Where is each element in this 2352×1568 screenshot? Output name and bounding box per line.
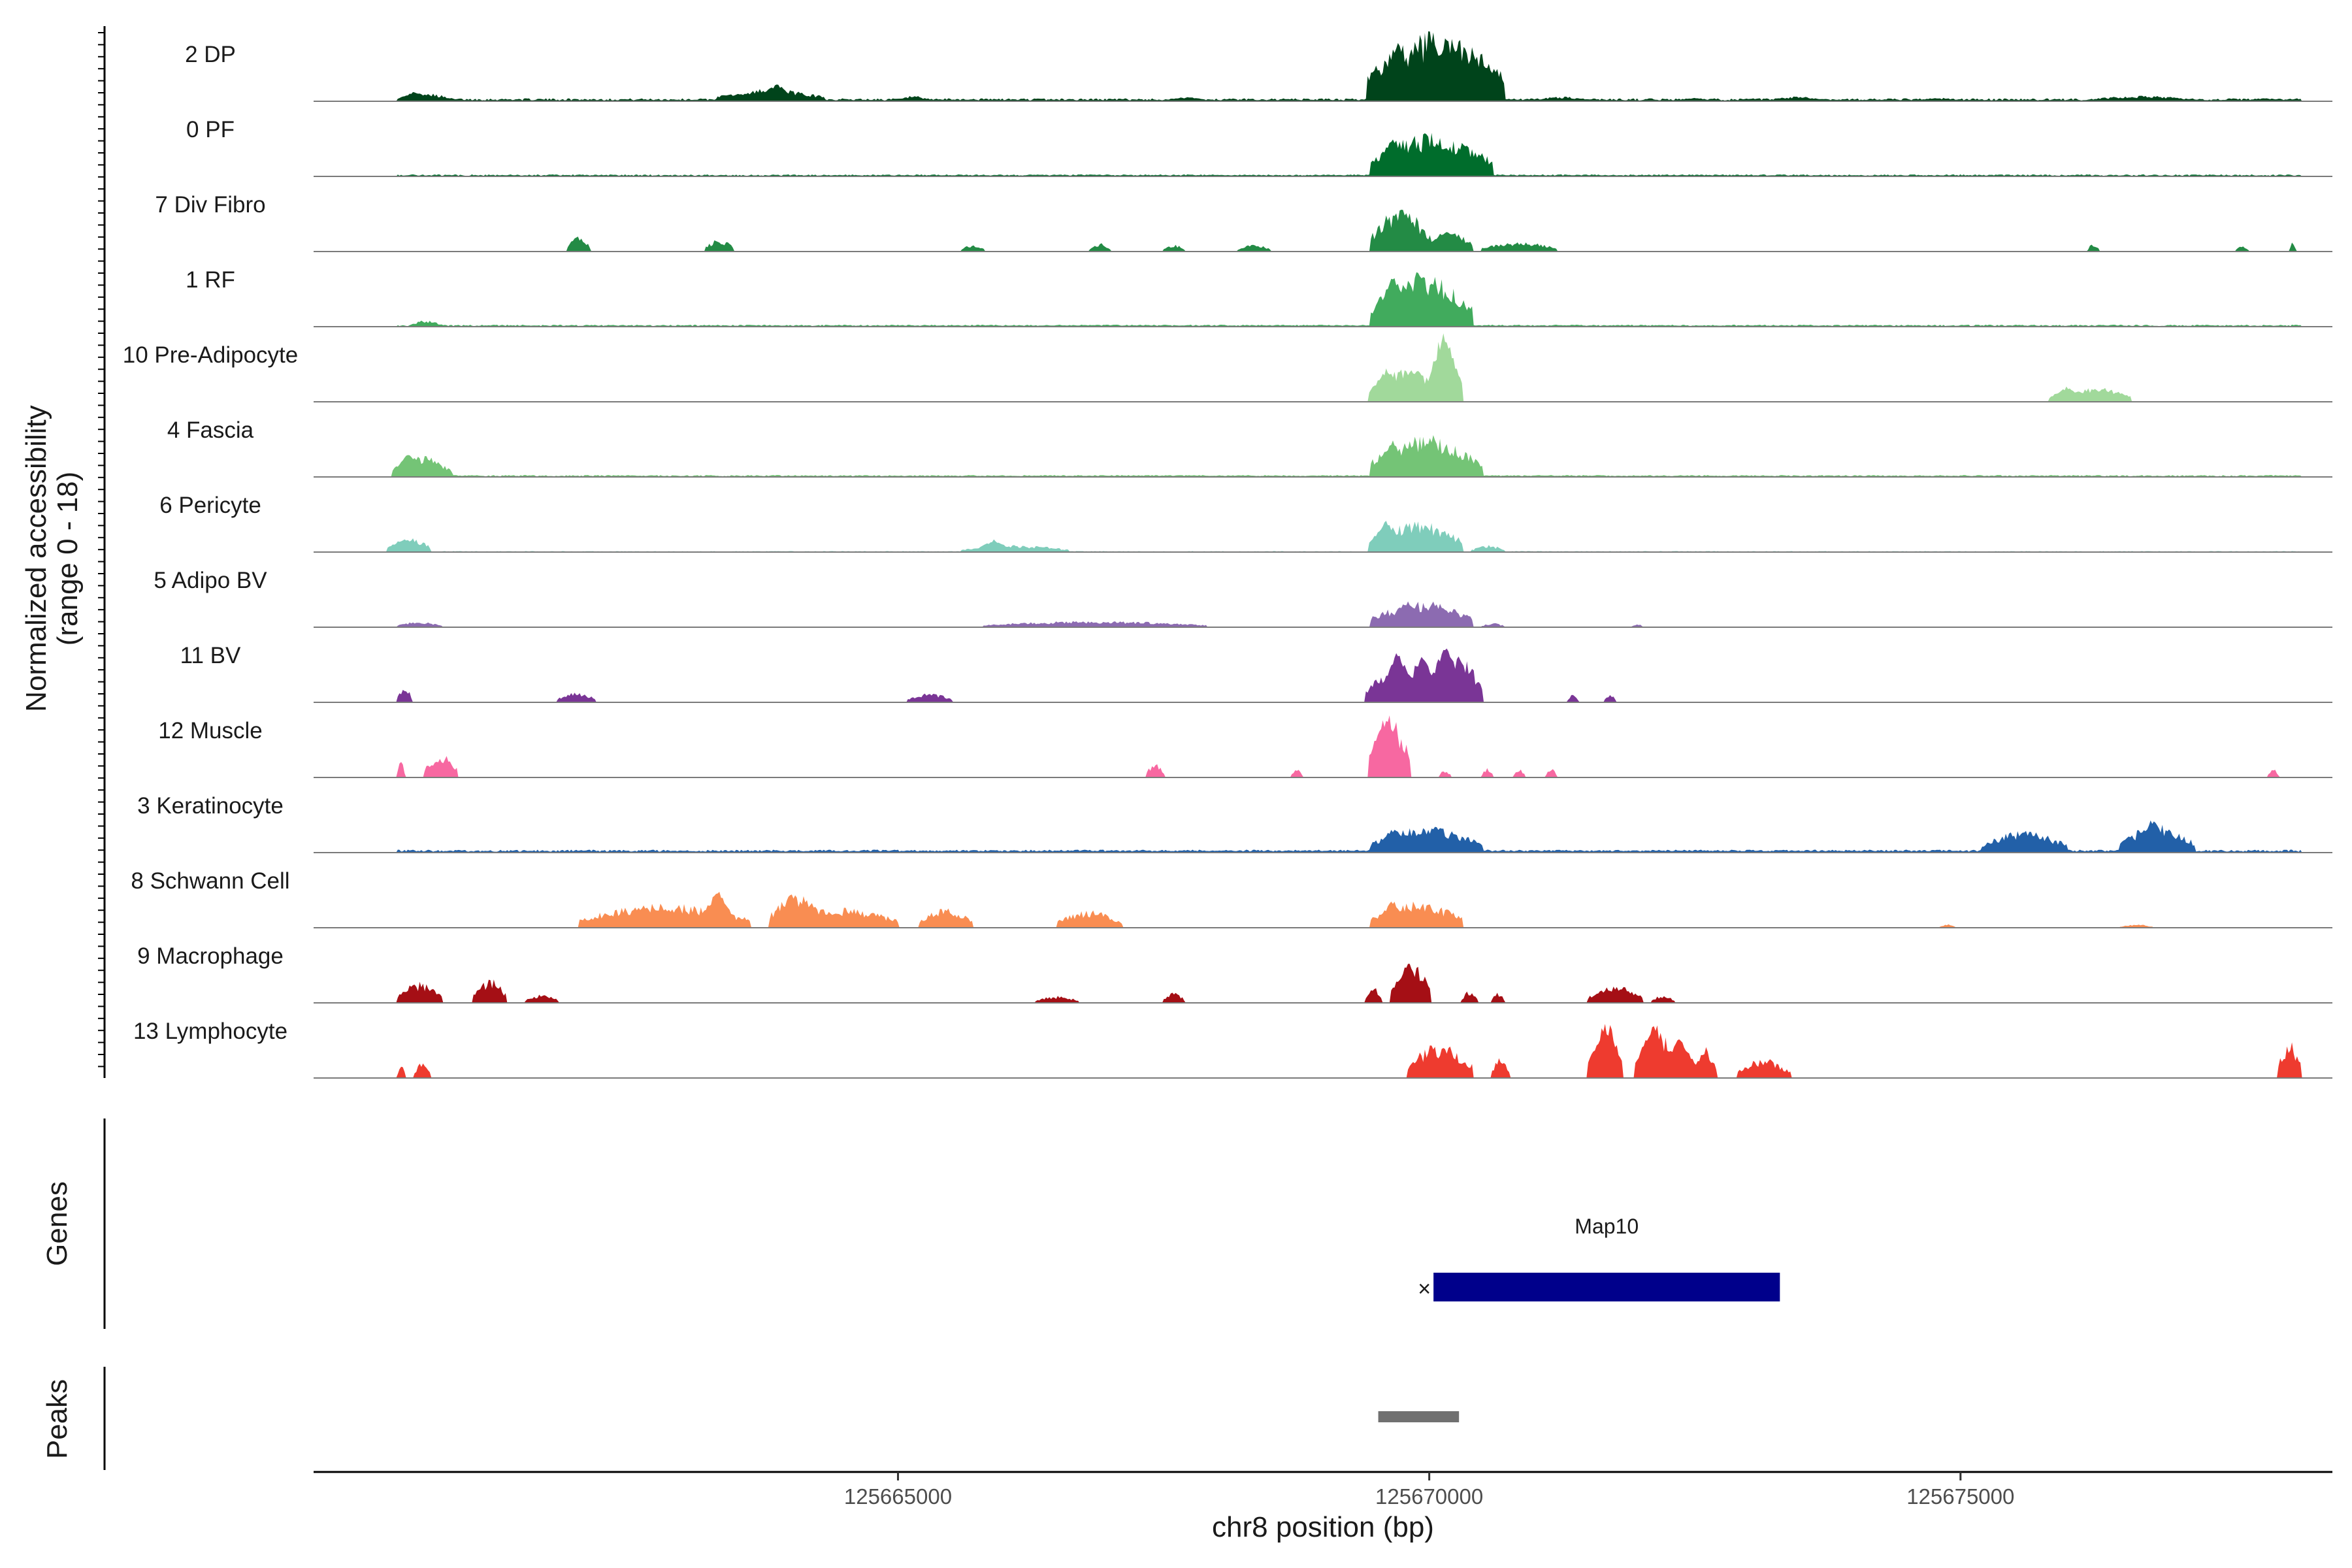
track-3-keratinocyte: 3 Keratinocyte	[137, 793, 2332, 853]
track-1-rf: 1 RF	[186, 267, 2332, 327]
track-coverage-area	[314, 601, 2332, 627]
track-9-macrophage: 9 Macrophage	[137, 943, 2332, 1004]
track-label: 1 RF	[186, 267, 235, 293]
peaks-panel-label: Peaks	[41, 1379, 73, 1459]
track-8-schwann-cell: 8 Schwann Cell	[131, 868, 2332, 928]
track-2-dp: 2 DP	[185, 31, 2332, 102]
gene-strand-marker: ×	[1418, 1277, 1431, 1301]
x-axis-tick-label: 125665000	[844, 1484, 952, 1509]
track-coverage-area	[314, 964, 2332, 1003]
track-coverage-area	[314, 272, 2332, 327]
genes-panel: × Map10	[103, 1119, 1780, 1329]
track-coverage-area	[314, 648, 2332, 702]
track-label: 12 Muscle	[158, 718, 263, 743]
track-coverage-area	[314, 1024, 2332, 1078]
track-label: 8 Schwann Cell	[131, 868, 289, 894]
track-0-pf: 0 PF	[186, 117, 2332, 177]
y-axis	[98, 26, 106, 1078]
track-5-adipo-bv: 5 Adipo BV	[154, 568, 2332, 628]
track-12-muscle: 12 Muscle	[158, 715, 2332, 778]
track-coverage-area	[314, 133, 2332, 176]
track-6-pericyte: 6 Pericyte	[159, 493, 2332, 553]
track-label: 6 Pericyte	[159, 493, 261, 518]
track-4-fascia: 4 Fascia	[167, 417, 2332, 478]
track-label: 5 Adipo BV	[154, 568, 267, 593]
track-7-div-fibro: 7 Div Fibro	[155, 192, 2332, 252]
track-coverage-area	[314, 892, 2332, 928]
genes-panel-label: Genes	[41, 1181, 73, 1266]
track-coverage-area	[314, 715, 2332, 777]
track-11-bv: 11 BV	[180, 643, 2332, 703]
track-10-pre-adipocyte: 10 Pre-Adipocyte	[123, 333, 2332, 402]
x-axis-tick-label: 125675000	[1906, 1484, 2014, 1509]
track-label: 7 Div Fibro	[155, 192, 265, 218]
track-label: 2 DP	[185, 42, 236, 67]
coverage-tracks: 2 DP 0 PF 7 Div Fibro 1 RF 10 Pre-Adipocyte 4…	[123, 31, 2332, 1079]
track-coverage-area	[314, 521, 2332, 552]
track-label: 3 Keratinocyte	[137, 793, 284, 819]
track-coverage-area	[314, 820, 2332, 853]
x-axis: 125665000 125670000 125675000	[314, 1471, 2332, 1509]
track-label: 0 PF	[186, 117, 235, 142]
gene-body	[1433, 1273, 1780, 1301]
track-13-lymphocyte: 13 Lymphocyte	[133, 1019, 2332, 1079]
y-axis-title-line1: Normalized accessibility	[20, 405, 52, 711]
track-coverage-area	[314, 333, 2332, 402]
track-label: 9 Macrophage	[137, 943, 284, 969]
peaks-panel	[103, 1367, 1460, 1470]
track-coverage-area	[314, 210, 2332, 252]
track-coverage-area	[314, 31, 2332, 101]
track-label: 10 Pre-Adipocyte	[123, 342, 298, 368]
track-label: 4 Fascia	[167, 417, 254, 443]
x-axis-tick-label: 125670000	[1375, 1484, 1483, 1509]
track-label: 11 BV	[180, 643, 241, 668]
gene-label: Map10	[1575, 1215, 1639, 1238]
track-label: 13 Lymphocyte	[133, 1019, 287, 1044]
track-coverage-area	[314, 435, 2332, 477]
peak-bar	[1378, 1411, 1460, 1422]
y-axis-title-line2: (range 0 - 18)	[52, 472, 84, 646]
x-axis-title: chr8 position (bp)	[1212, 1511, 1434, 1543]
